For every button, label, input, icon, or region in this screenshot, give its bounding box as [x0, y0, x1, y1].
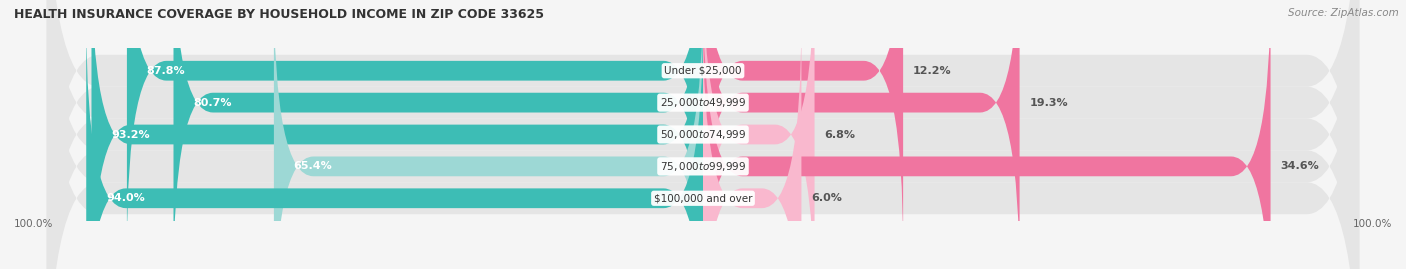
- Text: 100.0%: 100.0%: [14, 219, 53, 229]
- FancyBboxPatch shape: [703, 17, 801, 269]
- FancyBboxPatch shape: [91, 0, 703, 269]
- Text: 93.2%: 93.2%: [111, 129, 150, 140]
- FancyBboxPatch shape: [703, 0, 1019, 269]
- FancyBboxPatch shape: [46, 0, 1360, 269]
- FancyBboxPatch shape: [274, 0, 703, 269]
- FancyBboxPatch shape: [46, 0, 1360, 269]
- Text: $75,000 to $99,999: $75,000 to $99,999: [659, 160, 747, 173]
- Text: 34.6%: 34.6%: [1281, 161, 1319, 171]
- FancyBboxPatch shape: [46, 0, 1360, 269]
- Text: 6.8%: 6.8%: [824, 129, 855, 140]
- Text: 12.2%: 12.2%: [912, 66, 952, 76]
- FancyBboxPatch shape: [86, 17, 703, 269]
- Text: 94.0%: 94.0%: [105, 193, 145, 203]
- FancyBboxPatch shape: [703, 0, 1271, 269]
- Text: HEALTH INSURANCE COVERAGE BY HOUSEHOLD INCOME IN ZIP CODE 33625: HEALTH INSURANCE COVERAGE BY HOUSEHOLD I…: [14, 8, 544, 21]
- Text: $100,000 and over: $100,000 and over: [654, 193, 752, 203]
- Text: 19.3%: 19.3%: [1029, 98, 1069, 108]
- Text: $25,000 to $49,999: $25,000 to $49,999: [659, 96, 747, 109]
- Text: 6.0%: 6.0%: [811, 193, 842, 203]
- Text: 80.7%: 80.7%: [193, 98, 232, 108]
- FancyBboxPatch shape: [46, 0, 1360, 269]
- FancyBboxPatch shape: [46, 0, 1360, 269]
- FancyBboxPatch shape: [703, 0, 903, 252]
- FancyBboxPatch shape: [703, 0, 814, 269]
- FancyBboxPatch shape: [173, 0, 703, 269]
- Text: Under $25,000: Under $25,000: [664, 66, 742, 76]
- Text: 100.0%: 100.0%: [1353, 219, 1392, 229]
- FancyBboxPatch shape: [127, 0, 703, 252]
- Text: $50,000 to $74,999: $50,000 to $74,999: [659, 128, 747, 141]
- Text: Source: ZipAtlas.com: Source: ZipAtlas.com: [1288, 8, 1399, 18]
- Text: 87.8%: 87.8%: [146, 66, 186, 76]
- Text: 65.4%: 65.4%: [294, 161, 332, 171]
